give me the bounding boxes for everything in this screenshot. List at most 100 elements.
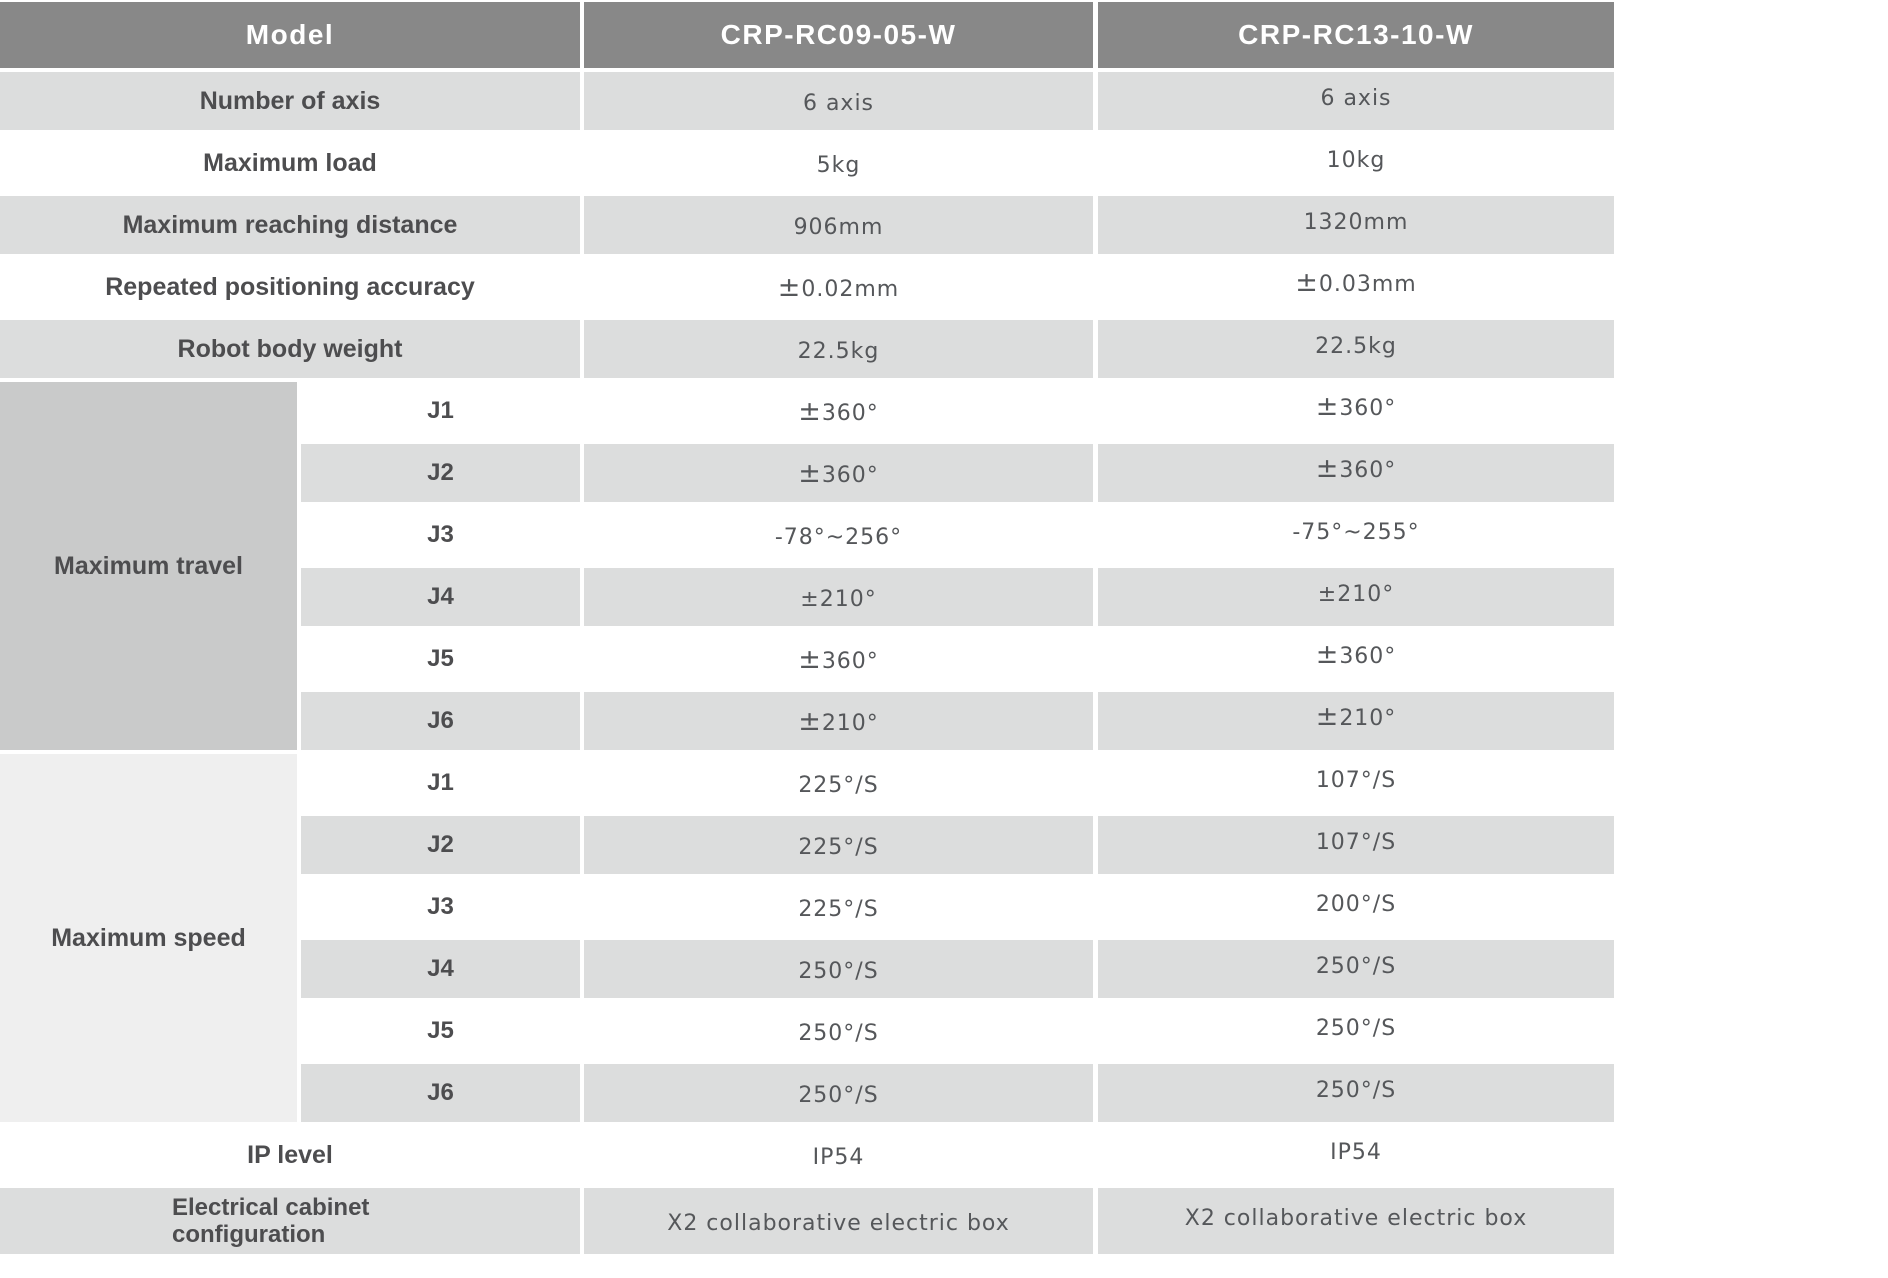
value-rc13: 250°/S [1315, 953, 1397, 979]
maximum-speed-rows: J1 225°/S 107°/S J2 225°/S 107°/S J3 225… [301, 754, 1614, 1122]
value-rc13: ±0.03mm [1295, 266, 1417, 298]
joint-label-cell: J1 [301, 382, 580, 440]
value-rc13: 107°/S [1315, 829, 1397, 855]
joint-label: J1 [427, 397, 454, 424]
value-rc09: ±360° [798, 457, 879, 489]
value-cell: ±210° [1098, 692, 1614, 750]
value-rc13: 107°/S [1315, 767, 1397, 793]
row-label-cell: Robot body weight [0, 320, 580, 378]
maximum-travel-section: Maximum travel J1 ±360° ±360° J2 ±360° ±… [0, 382, 1614, 750]
joint-label-cell: J5 [301, 630, 580, 688]
value-rc09: ±360° [798, 643, 879, 675]
value-cell: ±360° [584, 444, 1093, 502]
value-rc13: ±210° [1317, 581, 1395, 607]
row-label: Number of axis [199, 86, 381, 115]
value-rc13: ±210° [1315, 700, 1397, 732]
row-electrical-cabinet-configuration: Electrical cabinet configuration X2 coll… [0, 1188, 1614, 1254]
value-cell: ±210° [1098, 568, 1614, 626]
value-rc09: 906mm [793, 214, 884, 240]
joint-label-cell: J5 [301, 1002, 580, 1060]
value-rc09: 22.5kg [797, 338, 880, 364]
joint-label: J5 [427, 645, 454, 672]
value-rc13: 250°/S [1315, 1077, 1397, 1103]
row-label-cell: Number of axis [0, 72, 580, 130]
value-cell: 5kg [584, 134, 1093, 192]
value-rc09: 6 axis [802, 90, 875, 116]
value-rc09: ±0.02mm [777, 271, 900, 303]
joint-label-cell: J6 [301, 1064, 580, 1122]
group-label: Maximum speed [51, 923, 246, 952]
value-rc13: X2 collaborative electric box [1184, 1205, 1528, 1231]
row-label: IP level [247, 1140, 333, 1169]
value-cell: X2 collaborative electric box [584, 1188, 1093, 1254]
travel-row-j5: J5 ±360° ±360° [301, 630, 1614, 688]
joint-label: J2 [427, 459, 454, 486]
travel-row-j4: J4 ±210° ±210° [301, 568, 1614, 626]
row-robot-body-weight: Robot body weight 22.5kg 22.5kg [0, 320, 1614, 378]
row-number-of-axis: Number of axis 6 axis 6 axis [0, 72, 1614, 130]
speed-row-j5: J5 250°/S 250°/S [301, 1002, 1614, 1060]
value-cell: 225°/S [584, 754, 1093, 812]
value-cell: 250°/S [584, 940, 1093, 998]
row-label-cell: Maximum load [0, 134, 580, 192]
value-cell: -78°~256° [584, 506, 1093, 564]
value-rc13: -75°~255° [1292, 519, 1420, 545]
value-cell: 1320mm [1098, 196, 1614, 254]
joint-label-cell: J6 [301, 692, 580, 750]
speed-row-j1: J1 225°/S 107°/S [301, 754, 1614, 812]
value-cell: 107°/S [1098, 754, 1614, 812]
joint-label-cell: J2 [301, 816, 580, 874]
joint-label-cell: J4 [301, 940, 580, 998]
value-cell: 225°/S [584, 878, 1093, 936]
value-cell: 6 axis [1098, 72, 1614, 130]
value-cell: ±0.03mm [1098, 258, 1614, 316]
joint-label: J3 [427, 893, 454, 920]
row-label-cell: Electrical cabinet configuration [0, 1188, 580, 1254]
value-cell: 10kg [1098, 134, 1614, 192]
value-rc09: ±210° [798, 705, 879, 737]
robot-spec-table: Model CRP-RC09-05-W CRP-RC13-10-W Number… [0, 2, 1614, 1254]
value-cell: 250°/S [1098, 940, 1614, 998]
joint-label: J4 [427, 583, 454, 610]
value-cell: ±360° [1098, 382, 1614, 440]
row-repeated-positioning-accuracy: Repeated positioning accuracy ±0.02mm ±0… [0, 258, 1614, 316]
joint-label: J6 [427, 1079, 454, 1106]
joint-label-cell: J3 [301, 506, 580, 564]
joint-label-cell: J2 [301, 444, 580, 502]
joint-label: J5 [427, 1017, 454, 1044]
value-cell: ±360° [584, 382, 1093, 440]
value-rc09: 250°/S [798, 958, 879, 984]
value-rc13: ±360° [1315, 390, 1397, 422]
value-rc09: 5kg [816, 152, 861, 178]
value-rc13: 22.5kg [1315, 333, 1397, 359]
joint-label-cell: J4 [301, 568, 580, 626]
row-label-cell: Maximum reaching distance [0, 196, 580, 254]
travel-row-j2: J2 ±360° ±360° [301, 444, 1614, 502]
value-cell: 250°/S [1098, 1002, 1614, 1060]
joint-label: J2 [427, 831, 454, 858]
value-rc13: 10kg [1326, 147, 1386, 173]
row-label-cell: Repeated positioning accuracy [0, 258, 580, 316]
travel-row-j6: J6 ±210° ±210° [301, 692, 1614, 750]
speed-row-j6: J6 250°/S 250°/S [301, 1064, 1614, 1122]
maximum-travel-group-cell: Maximum travel [0, 382, 297, 750]
value-rc09: 250°/S [798, 1020, 879, 1046]
value-cell: ±0.02mm [584, 258, 1093, 316]
row-maximum-reaching-distance: Maximum reaching distance 906mm 1320mm [0, 196, 1614, 254]
value-rc09: ±360° [798, 395, 879, 427]
joint-label-cell: J3 [301, 878, 580, 936]
travel-row-j3: J3 -78°~256° -75°~255° [301, 506, 1614, 564]
value-cell: X2 collaborative electric box [1098, 1188, 1614, 1254]
value-rc13: 6 axis [1320, 85, 1392, 111]
maximum-speed-section: Maximum speed J1 225°/S 107°/S J2 225°/S… [0, 754, 1614, 1122]
value-rc09: 225°/S [798, 834, 879, 860]
value-cell: 22.5kg [584, 320, 1093, 378]
value-cell: 200°/S [1098, 878, 1614, 936]
row-maximum-load: Maximum load 5kg 10kg [0, 134, 1614, 192]
row-label: Maximum load [203, 148, 377, 177]
value-rc09: 250°/S [798, 1082, 879, 1108]
value-cell: ±360° [1098, 444, 1614, 502]
value-rc09: IP54 [812, 1144, 865, 1170]
value-rc09: 225°/S [798, 896, 879, 922]
value-cell: ±360° [584, 630, 1093, 688]
